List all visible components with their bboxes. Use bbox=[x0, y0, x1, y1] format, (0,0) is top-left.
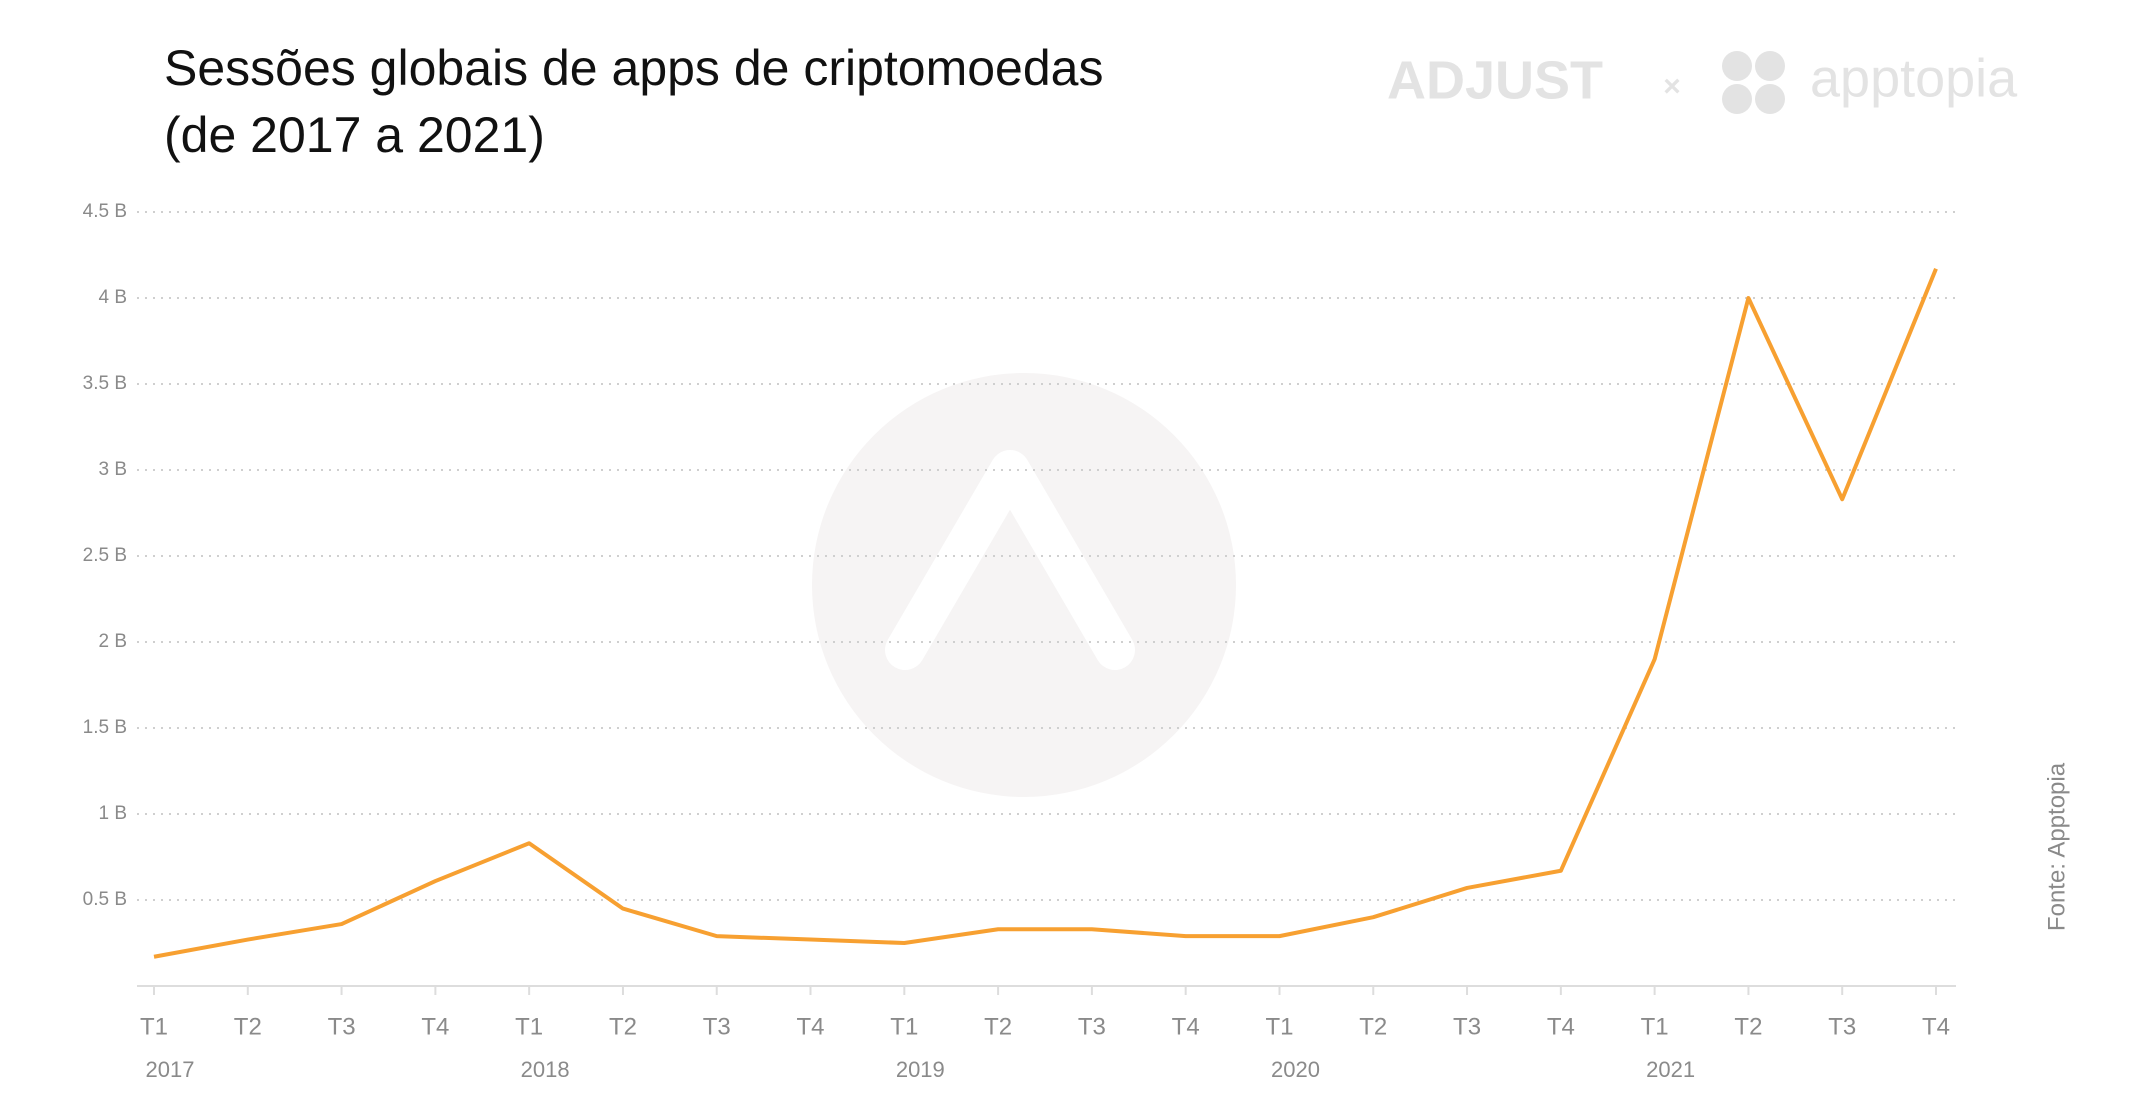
x-tick-label: T2 bbox=[984, 1013, 1012, 1040]
x-tick-label: T1 bbox=[1265, 1013, 1293, 1040]
x-tick-label: T2 bbox=[1359, 1013, 1387, 1040]
y-tick-label: 3 B bbox=[98, 459, 127, 480]
x-group-label: 2017 bbox=[146, 1057, 195, 1082]
y-tick-label: 4 B bbox=[98, 287, 127, 308]
brand-logo: apptopia bbox=[1810, 48, 2018, 108]
x-tick-label: T2 bbox=[234, 1013, 262, 1040]
y-tick-label: 1 B bbox=[98, 803, 127, 824]
y-tick-label: 2.5 B bbox=[83, 545, 127, 566]
x-group-label: 2020 bbox=[1271, 1057, 1320, 1082]
source: Fonte: Apptopia bbox=[2043, 762, 2070, 931]
chart-title: Sessões globais de apps de criptomoedas bbox=[164, 40, 1103, 96]
brand-logo: ADJUST bbox=[1387, 50, 1603, 110]
x-tick-label: T4 bbox=[421, 1013, 449, 1040]
x-tick-label: T1 bbox=[1641, 1013, 1669, 1040]
x-group-label: 2018 bbox=[521, 1057, 570, 1082]
watermark bbox=[812, 373, 1236, 797]
x-tick-label: T3 bbox=[703, 1013, 731, 1040]
chart-title: (de 2017 a 2021) bbox=[164, 107, 545, 163]
line bbox=[153, 268, 1938, 959]
x-group-label: 2021 bbox=[1646, 1057, 1695, 1082]
x-tick-label: T4 bbox=[1547, 1013, 1575, 1040]
x-tick-label: T2 bbox=[1734, 1013, 1762, 1040]
y-tick-label: 3.5 B bbox=[83, 373, 127, 394]
x-tick-label: T2 bbox=[609, 1013, 637, 1040]
y-tick-label: 0.5 B bbox=[83, 889, 127, 910]
y-tick-label: 1.5 B bbox=[83, 717, 127, 738]
x-tick-label: T3 bbox=[1828, 1013, 1856, 1040]
x-group-label: 2019 bbox=[896, 1057, 945, 1082]
apptopia-icon bbox=[1722, 51, 1785, 114]
x-tick-label: T3 bbox=[328, 1013, 356, 1040]
y-tick-label: 2 B bbox=[98, 631, 127, 652]
x-tick-label: T1 bbox=[890, 1013, 918, 1040]
x-tick-label: T3 bbox=[1078, 1013, 1106, 1040]
y-tick-label: 4.5 B bbox=[83, 201, 127, 222]
x-tick-label: T4 bbox=[1172, 1013, 1200, 1040]
brand-separator: × bbox=[1663, 70, 1681, 103]
x-tick-label: T4 bbox=[1922, 1013, 1950, 1040]
x-tick-label: T1 bbox=[140, 1013, 168, 1040]
x-tick-label: T4 bbox=[797, 1013, 825, 1040]
x-tick-label: T3 bbox=[1453, 1013, 1481, 1040]
x-tick-label: T1 bbox=[515, 1013, 543, 1040]
